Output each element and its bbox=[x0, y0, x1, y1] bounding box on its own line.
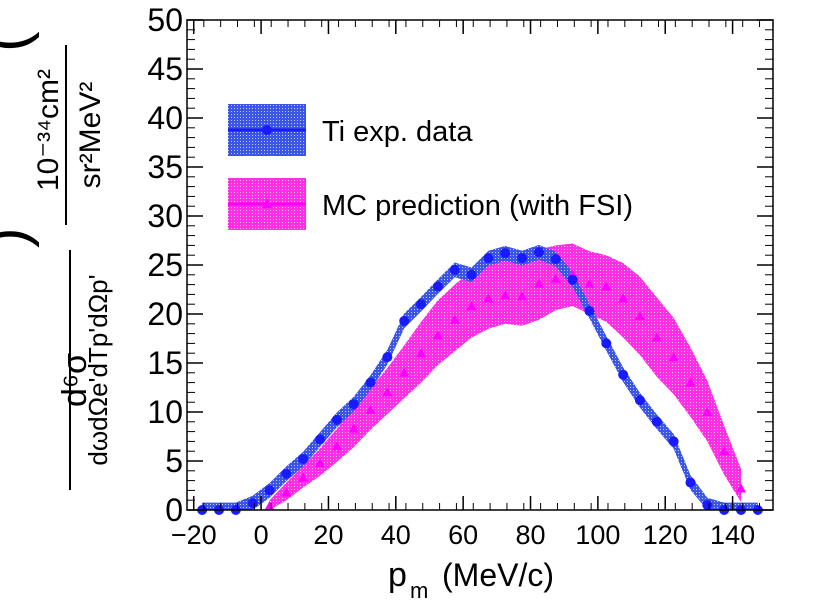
mc-point bbox=[382, 387, 393, 397]
mc-point bbox=[702, 407, 713, 416]
ti-point bbox=[348, 399, 359, 410]
mc-point bbox=[651, 332, 662, 342]
y-axis-unit-denominator: sr²MeV² bbox=[74, 82, 107, 189]
ti-point bbox=[281, 468, 292, 479]
mc-point bbox=[365, 405, 376, 415]
ti-point bbox=[584, 306, 595, 317]
mc-point bbox=[331, 441, 342, 451]
mc-point bbox=[668, 352, 679, 362]
x-axis-label: p bbox=[388, 556, 407, 594]
y-axis-paren-left: ( bbox=[0, 31, 40, 52]
y-tick-label: 25 bbox=[147, 247, 183, 283]
ti-point bbox=[483, 253, 494, 264]
mc-point bbox=[736, 483, 747, 493]
x-tick-label: 140 bbox=[710, 520, 755, 550]
legend: Ti exp. data MC prediction (with FSI) bbox=[228, 104, 633, 230]
mc-point bbox=[281, 487, 292, 497]
ti-point bbox=[399, 315, 410, 326]
ti-point bbox=[651, 416, 662, 427]
mc-point bbox=[634, 310, 645, 320]
ti-point bbox=[466, 269, 477, 280]
y-tick-label: 10 bbox=[147, 394, 183, 430]
legend-label-ti: Ti exp. data bbox=[322, 116, 473, 148]
mc-point bbox=[298, 472, 309, 482]
y-axis-paren-right: ) bbox=[0, 227, 40, 248]
mc-point bbox=[348, 423, 359, 433]
x-tick-label: −20 bbox=[171, 520, 217, 550]
y-tick-label: 35 bbox=[147, 149, 183, 185]
ti-point bbox=[449, 264, 460, 275]
legend-marker-ti bbox=[262, 125, 272, 135]
ti-point bbox=[533, 247, 544, 258]
x-tick-label: 60 bbox=[448, 520, 478, 550]
mc-point bbox=[264, 501, 275, 511]
ti-point bbox=[432, 281, 443, 292]
mc-point bbox=[601, 281, 612, 291]
ti-point bbox=[247, 498, 258, 509]
y-tick-label: 0 bbox=[165, 492, 183, 528]
ti-point bbox=[550, 254, 561, 265]
legend-label-mc: MC prediction (with FSI) bbox=[322, 190, 633, 222]
x-tick-label: 0 bbox=[254, 520, 269, 550]
ti-point bbox=[668, 436, 679, 447]
ti-point bbox=[567, 274, 578, 285]
ti-point bbox=[517, 253, 528, 264]
mc-point bbox=[550, 273, 561, 283]
mc-point bbox=[416, 348, 427, 358]
y-tick-label: 45 bbox=[147, 51, 183, 87]
y-axis-title: d⁶σ dωdΩe'dTp'dΩp' ( 10⁻³⁴cm² sr²MeV² ) bbox=[0, 31, 113, 490]
y-tick-label: 5 bbox=[165, 443, 183, 479]
y-axis-denominator: dωdΩe'dTp'dΩp' bbox=[83, 274, 113, 465]
ti-point bbox=[702, 500, 713, 511]
x-tick-label: 100 bbox=[575, 520, 620, 550]
ti-point bbox=[298, 454, 309, 465]
ti-point bbox=[634, 395, 645, 406]
mc-point bbox=[483, 293, 494, 303]
y-axis-ticks: 0 5 10 15 20 25 30 35 40 45 50 bbox=[147, 2, 773, 528]
ti-point bbox=[618, 369, 629, 380]
y-axis-unit-numerator: 10⁻³⁴cm² bbox=[32, 69, 65, 191]
x-tick-label: 20 bbox=[313, 520, 343, 550]
mc-point bbox=[315, 457, 326, 467]
x-tick-label: 80 bbox=[515, 520, 545, 550]
x-tick-label: 40 bbox=[381, 520, 411, 550]
mc-point bbox=[719, 446, 730, 456]
uncertainty-bands bbox=[202, 243, 758, 510]
y-axis-numerator: d⁶σ bbox=[56, 353, 94, 407]
mc-point bbox=[685, 377, 696, 387]
mc-point bbox=[584, 278, 595, 288]
ti-point bbox=[264, 485, 275, 496]
x-axis-label-subscript: m bbox=[410, 578, 428, 603]
x-axis-label-unit: (MeV/c) bbox=[442, 557, 554, 593]
y-tick-label: 50 bbox=[147, 2, 183, 38]
mc-point bbox=[432, 330, 443, 340]
x-axis-title: p m (MeV/c) bbox=[388, 556, 554, 603]
x-axis-ticks: −20 0 20 40 60 80 100 120 140 bbox=[171, 20, 761, 550]
ti-point bbox=[315, 434, 326, 445]
mc-band bbox=[269, 243, 742, 510]
data-marks bbox=[197, 247, 763, 515]
y-tick-label: 15 bbox=[147, 345, 183, 381]
mc-point bbox=[466, 301, 477, 311]
mc-point bbox=[449, 314, 460, 324]
ti-point bbox=[416, 299, 427, 310]
ti-point bbox=[382, 352, 393, 363]
mc-point bbox=[500, 290, 511, 300]
y-tick-label: 20 bbox=[147, 296, 183, 332]
ti-point bbox=[500, 248, 511, 259]
ti-point bbox=[685, 477, 696, 488]
mc-point bbox=[517, 291, 528, 301]
y-tick-label: 40 bbox=[147, 100, 183, 136]
mc-point bbox=[399, 367, 410, 377]
x-tick-label: 120 bbox=[643, 520, 688, 550]
mc-point bbox=[533, 278, 544, 288]
ti-point bbox=[601, 338, 612, 349]
ti-point bbox=[331, 414, 342, 425]
legend-marker-mc bbox=[262, 198, 272, 208]
mc-point bbox=[618, 293, 629, 303]
y-tick-label: 30 bbox=[147, 198, 183, 234]
ti-point bbox=[365, 377, 376, 388]
